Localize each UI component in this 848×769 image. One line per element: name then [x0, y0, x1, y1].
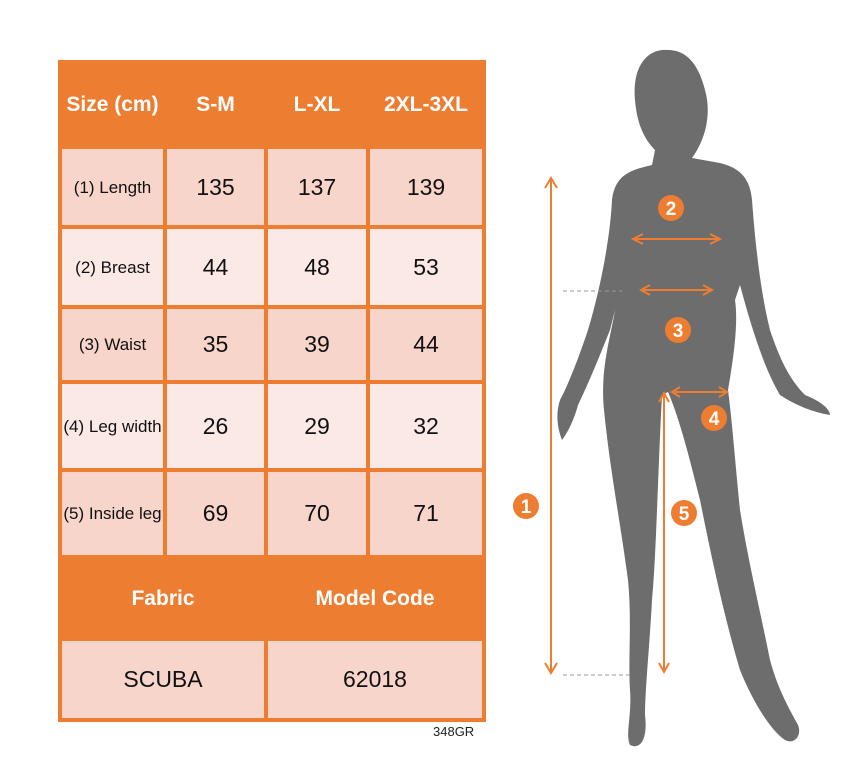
marker-3 [665, 317, 691, 343]
table-row: (5) Inside leg 69 70 71 [58, 468, 486, 559]
table-row: (1) Length 135 137 139 [58, 145, 486, 229]
table-row: (2) Breast 44 48 53 [58, 225, 486, 309]
cell: 26 [163, 380, 268, 472]
table-row: (4) Leg width 26 29 32 [58, 380, 486, 472]
cell: 44 [366, 305, 486, 384]
cell: 53 [366, 225, 486, 309]
fabric-value-row: SCUBA 62018 [58, 637, 486, 722]
row-label: (5) Inside leg [58, 468, 167, 559]
fabric-header-row: Fabric Model Code [58, 555, 486, 641]
marker-2 [658, 195, 684, 221]
row-label: (2) Breast [58, 225, 167, 309]
cell: 35 [163, 305, 268, 384]
fabric-value: SCUBA [58, 637, 268, 722]
cell: 44 [163, 225, 268, 309]
svg-text:2: 2 [666, 199, 677, 220]
cell: 135 [163, 145, 268, 229]
cell: 69 [163, 468, 268, 559]
size-chart-table: Size (cm) S-M L-XL 2XL-3XL (1) Length 13… [58, 60, 486, 722]
product-code: 348GR [433, 724, 475, 739]
cell: 70 [264, 468, 370, 559]
cell: 32 [366, 380, 486, 472]
header-s-m: S-M [163, 60, 268, 149]
cell: 48 [264, 225, 370, 309]
row-label: (4) Leg width [58, 380, 167, 472]
marker-1 [513, 493, 539, 519]
body-silhouette [557, 49, 830, 747]
row-label: (3) Waist [58, 305, 167, 384]
header-l-xl: L-XL [264, 60, 370, 149]
header-2xl-3xl: 2XL-3XL [366, 60, 486, 149]
cell: 39 [264, 305, 370, 384]
cell: 71 [366, 468, 486, 559]
model-code-label: Model Code [264, 555, 486, 641]
cell: 137 [264, 145, 370, 229]
row-label: (1) Length [58, 145, 167, 229]
header-size: Size (cm) [58, 60, 167, 149]
fabric-label: Fabric [58, 555, 268, 641]
marker-4 [701, 405, 727, 431]
svg-text:1: 1 [521, 497, 532, 518]
svg-text:3: 3 [673, 321, 684, 342]
header-row: Size (cm) S-M L-XL 2XL-3XL [58, 60, 486, 149]
cell: 29 [264, 380, 370, 472]
svg-text:4: 4 [709, 409, 720, 430]
model-code-value: 62018 [264, 637, 486, 722]
svg-text:5: 5 [679, 504, 690, 525]
cell: 139 [366, 145, 486, 229]
marker-5 [671, 500, 697, 526]
table-row: (3) Waist 35 39 44 [58, 305, 486, 384]
